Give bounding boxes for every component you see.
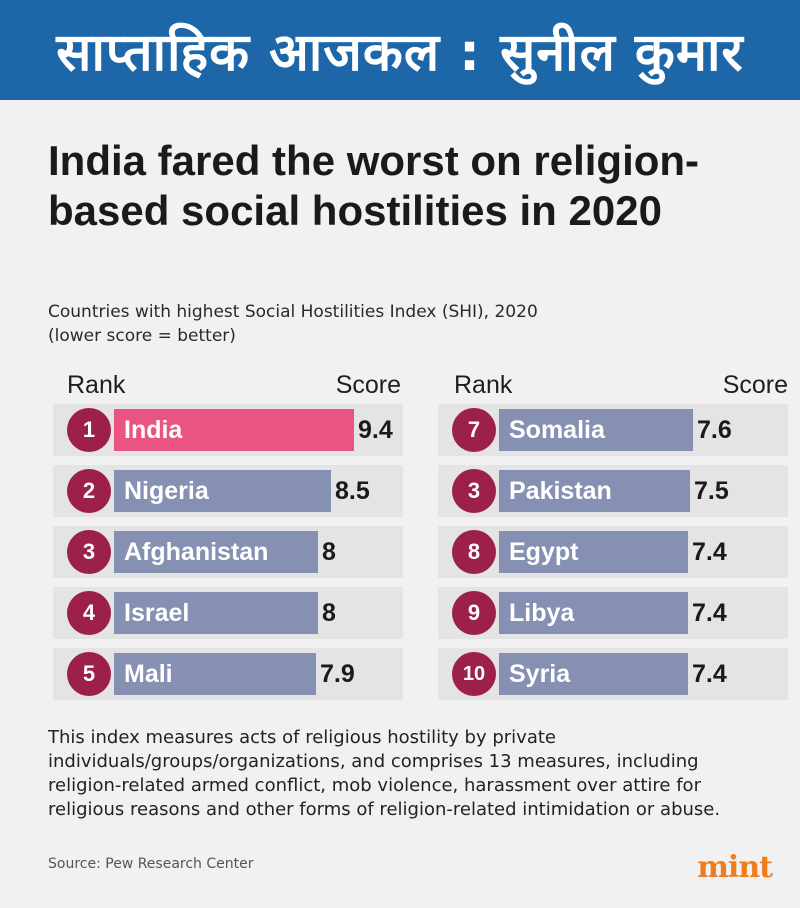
subtitle-line-1: Countries with highest Social Hostilitie… [48, 302, 538, 322]
country-label: Somalia [509, 416, 605, 444]
masthead-text: साप्ताहिक आजकल : सुनील कुमार [56, 22, 744, 83]
column-header: Rank Score [438, 368, 788, 404]
country-label: Egypt [509, 538, 579, 566]
masthead-banner: साप्ताहिक आजकल : सुनील कुमार [0, 0, 800, 100]
rank-badge: 10 [452, 652, 496, 696]
score-bar [499, 592, 688, 634]
score-label: 7.6 [697, 416, 732, 444]
mint-logo: mint [697, 850, 773, 885]
score-label: 7.4 [692, 599, 727, 627]
score-bar [499, 531, 688, 573]
country-label: Nigeria [124, 477, 209, 505]
source-credit: Source: Pew Research Center [48, 856, 254, 872]
rank-badge: 1 [67, 408, 111, 452]
ranking-row: 3 Afghanistan 8 [53, 526, 403, 578]
country-label: Libya [509, 599, 575, 627]
chart-subtitle: Countries with highest Social Hostilitie… [48, 300, 748, 348]
country-label: Israel [124, 599, 190, 627]
country-label: Pakistan [509, 477, 612, 505]
rank-badge: 9 [452, 591, 496, 635]
score-bar [499, 409, 693, 451]
score-bar [499, 653, 688, 695]
score-label: 7.4 [692, 660, 727, 688]
ranking-row: 5 Mali 7.9 [53, 648, 403, 700]
ranking-row: 8 Egypt 7.4 [438, 526, 788, 578]
rank-badge: 3 [67, 530, 111, 574]
score-label: 8.5 [335, 477, 370, 505]
score-label: 7.9 [320, 660, 355, 688]
rank-badge: 7 [452, 408, 496, 452]
ranking-column-right: Rank Score 7 Somalia 7.6 3 Pakistan 7.5 8 Egypt… [438, 368, 788, 709]
country-label: Mali [124, 660, 173, 688]
rank-header: Rank [67, 371, 126, 399]
rank-badge: 2 [67, 469, 111, 513]
country-label: Afghanistan [124, 538, 269, 566]
chart-title: India fared the worst on religion-based … [48, 137, 700, 234]
rank-badge: 5 [67, 652, 111, 696]
rank-badge: 4 [67, 591, 111, 635]
ranking-row: 4 Israel 8 [53, 587, 403, 639]
methodology-note: This index measures acts of religious ho… [48, 727, 721, 820]
score-bar [114, 531, 318, 573]
country-label: India [124, 416, 183, 444]
country-label: Syria [509, 660, 571, 688]
score-label: 9.4 [358, 416, 393, 444]
score-bar [114, 592, 318, 634]
ranking-row: 9 Libya 7.4 [438, 587, 788, 639]
rank-badge: 3 [452, 469, 496, 513]
subtitle-line-2: (lower score = better) [48, 326, 236, 346]
ranking-column-left: Rank Score 1 India 9.4 2 Nigeria 8.5 3 Afghanis… [53, 368, 403, 709]
ranking-row: 10 Syria 7.4 [438, 648, 788, 700]
ranking-row: 1 India 9.4 [53, 404, 403, 456]
score-bar [114, 409, 354, 451]
rank-badge: 8 [452, 530, 496, 574]
ranking-row: 3 Pakistan 7.5 [438, 465, 788, 517]
score-bar [499, 470, 690, 512]
score-label: 8 [322, 599, 336, 627]
rank-header: Rank [454, 371, 513, 399]
score-label: 7.4 [692, 538, 727, 566]
score-header: Score [722, 371, 788, 399]
score-bar [114, 470, 331, 512]
ranking-row: 7 Somalia 7.6 [438, 404, 788, 456]
score-bar [114, 653, 316, 695]
score-header: Score [335, 371, 401, 399]
score-label: 8 [322, 538, 336, 566]
column-header: Rank Score [53, 368, 403, 404]
ranking-row: 2 Nigeria 8.5 [53, 465, 403, 517]
score-label: 7.5 [694, 477, 729, 505]
